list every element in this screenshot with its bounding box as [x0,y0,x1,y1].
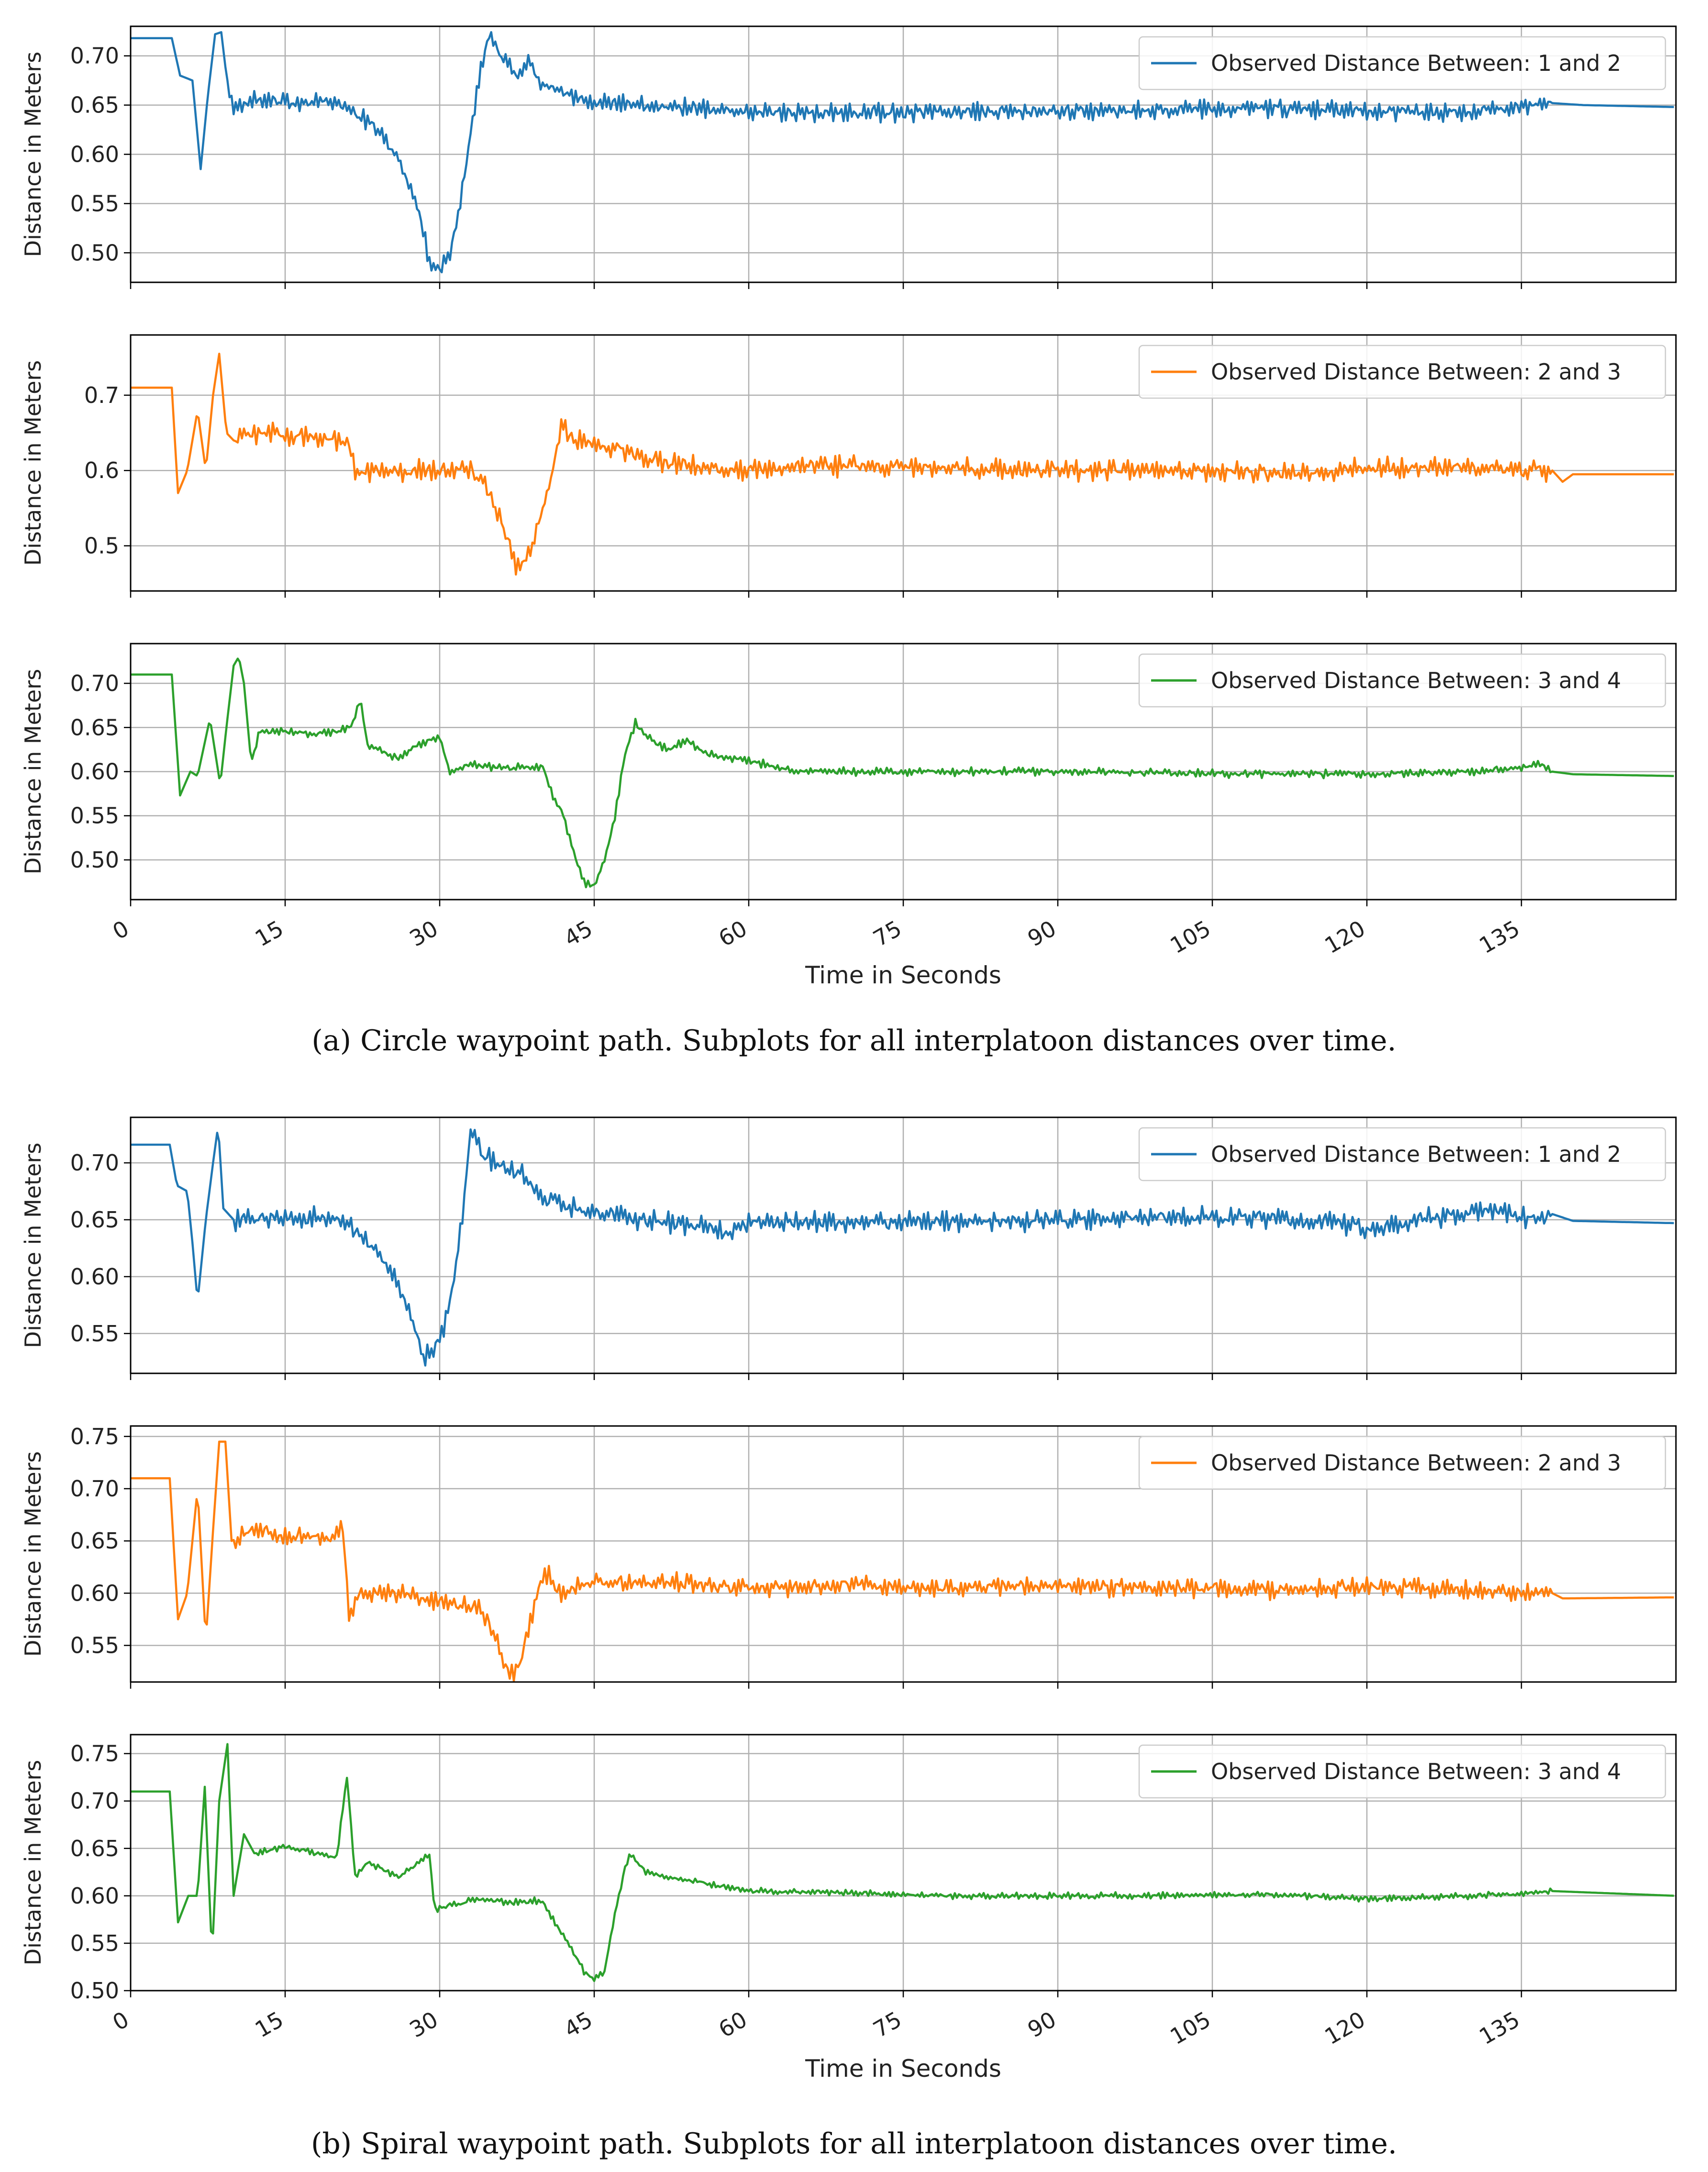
x-axis-a: 0 15 30 45 60 75 90 105 120 135 Time in Seconds [108,915,1524,989]
subplot-b-1: 0.55 0.60 0.65 0.70 Observed Distance Betwee… [20,1116,1677,1380]
subplot-a-3: 0.50 0.55 0.60 0.65 0.70 Observed Distance Be… [20,643,1677,906]
y-tick-label: 0.55 [70,1930,119,1956]
y-tick-label: 0.7 [84,382,119,408]
y-tick-label: 0.65 [70,92,119,118]
caption-a: (a) Circle waypoint path. Subplots for a… [311,1024,1397,1058]
y-axis-label: Distance in Meters [20,669,46,875]
caption-b: (b) Spiral waypoint path. Subplots for a… [311,2127,1397,2161]
y-tick-label: 0.70 [70,1788,119,1814]
x-tick-label: 75 [869,2006,906,2043]
y-axis-label: Distance in Meters [20,360,46,566]
y-tick-label: 0.65 [70,714,119,740]
series-line [131,1440,1674,1682]
y-tick-label: 0.6 [84,457,119,483]
y-tick-label: 0.55 [70,803,119,829]
legend-label: Observed Distance Between: 1 and 2 [1211,50,1621,76]
x-axis-label: Time in Seconds [805,961,1001,989]
x-tick-label: 105 [1165,915,1215,959]
subplot-b-3: 0.50 0.55 0.60 0.65 0.70 0.75 Observed Distanc… [20,1734,1677,2004]
legend-box [1138,1744,1666,1799]
plot-frame [130,1116,1677,1374]
y-axis-label: Distance in Meters [20,1451,46,1657]
y-tick-label: 0.50 [70,847,119,873]
x-tick-label: 90 [1023,915,1061,952]
y-tick-label: 0.75 [70,1741,119,1767]
x-tick-label: 0 [108,915,133,945]
y-tick-label: 0.50 [70,1978,119,2004]
plot-frame [130,1425,1677,1683]
y-tick-label: 0.60 [70,142,119,167]
x-tick-label: 30 [405,915,443,952]
subplot-b-2: 0.55 0.60 0.65 0.70 0.75 Observed Distance Be… [20,1424,1677,1689]
y-tick-label: 0.55 [70,1321,119,1347]
x-tick-label: 15 [251,2006,288,2043]
y-tick-label: 0.55 [70,190,119,216]
x-tick-label: 120 [1320,915,1369,959]
y-axis-label: Distance in Meters [20,1143,46,1348]
x-tick-label: 60 [714,915,752,952]
x-tick-label: 105 [1165,2006,1215,2050]
legend-label: Observed Distance Between: 1 and 2 [1211,1141,1621,1167]
legend-label: Observed Distance Between: 2 and 3 [1211,359,1621,385]
x-tick-label: 90 [1023,2006,1061,2043]
legend-box [1138,1127,1666,1181]
y-tick-label: 0.60 [70,759,119,785]
x-tick-label: 0 [108,2006,133,2036]
x-tick-label: 45 [560,915,597,952]
y-tick-label: 0.65 [70,1528,119,1554]
series-line [131,657,1674,889]
legend-box [1138,1436,1666,1490]
y-tick-label: 0.65 [70,1836,119,1861]
legend-label: Observed Distance Between: 2 and 3 [1211,1450,1621,1476]
x-tick-label: 30 [405,2006,443,2043]
legend-box [1138,36,1666,90]
x-tick-label: 75 [869,915,906,952]
legend-label: Observed Distance Between: 3 and 4 [1211,1759,1621,1784]
plot-frame [130,25,1677,283]
x-tick-label: 135 [1475,915,1524,959]
y-tick-label: 0.60 [70,1264,119,1290]
plot-frame [130,334,1677,592]
y-tick-label: 0.55 [70,1633,119,1659]
x-axis-b: 0 15 30 45 60 75 90 105 120 135 Time in Seconds [108,2006,1524,2083]
x-axis-label: Time in Seconds [805,2055,1001,2083]
series-line [131,1128,1674,1367]
y-tick-label: 0.60 [70,1580,119,1606]
y-tick-label: 0.70 [70,670,119,696]
y-tick-label: 0.60 [70,1883,119,1909]
y-tick-label: 0.5 [84,533,119,559]
legend-box [1138,653,1666,708]
series-line [131,1743,1674,1983]
y-tick-label: 0.70 [70,1150,119,1176]
x-tick-label: 45 [560,2006,597,2043]
y-tick-label: 0.70 [70,1476,119,1502]
y-tick-label: 0.75 [70,1424,119,1449]
subplot-a-1: 0.50 0.55 0.60 0.65 0.70 Observed Distance Be… [20,25,1677,289]
x-tick-label: 60 [714,2006,752,2043]
legend-label: Observed Distance Between: 3 and 4 [1211,668,1621,693]
plot-frame [130,1734,1677,1992]
y-axis-label: Distance in Meters [20,1760,46,1966]
x-tick-label: 15 [251,915,288,952]
x-tick-label: 135 [1475,2006,1524,2050]
legend-box [1138,345,1666,399]
subplot-a-2: 0.5 0.6 0.7 Observed Distance Between: 2 an… [20,334,1677,598]
series-line [131,31,1674,274]
x-tick-label: 120 [1320,2006,1369,2050]
y-axis-label: Distance in Meters [20,52,46,257]
plot-frame [130,643,1677,901]
series-line [131,353,1674,576]
y-tick-label: 0.50 [70,240,119,266]
y-tick-label: 0.70 [70,43,119,69]
y-tick-label: 0.65 [70,1207,119,1233]
